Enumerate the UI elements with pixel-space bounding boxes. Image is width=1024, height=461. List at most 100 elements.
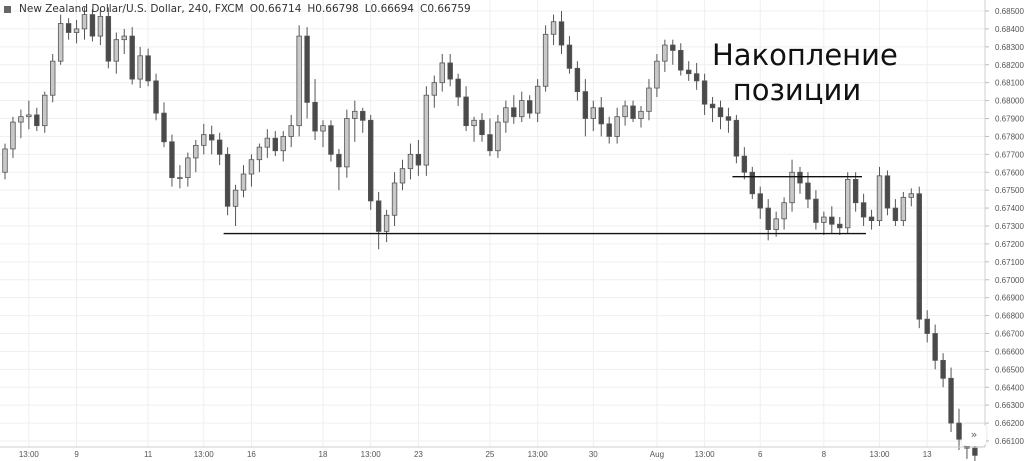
candle-body	[908, 193, 914, 198]
symbol-title[interactable]: New Zealand Dollar/U.S. Dollar, 240, FXC…	[19, 3, 244, 15]
candle-body	[137, 55, 143, 80]
candle-body	[65, 23, 72, 33]
candle-body	[224, 153, 231, 207]
candle-body	[153, 80, 159, 114]
candle-body	[81, 14, 88, 30]
candle-body	[264, 137, 271, 148]
candle-down	[725, 107, 732, 133]
candle-down	[924, 310, 930, 343]
candle-down	[224, 147, 231, 216]
candle-body	[725, 116, 732, 121]
candle-down	[852, 172, 859, 212]
candle-body	[367, 119, 374, 202]
candle-up	[264, 129, 271, 158]
candle-body	[383, 214, 390, 232]
candle-body	[479, 119, 485, 136]
candle-body	[256, 146, 263, 161]
candle-up	[344, 109, 350, 178]
candle-down	[956, 408, 962, 450]
candle-body	[185, 157, 191, 179]
candle-up	[845, 172, 851, 234]
y-tick-label: 0.66700	[995, 330, 1024, 339]
candle-body	[622, 105, 628, 118]
candle-up	[439, 54, 445, 92]
candle-up	[431, 75, 437, 108]
candle-body	[757, 193, 763, 209]
candle-body	[208, 134, 215, 141]
candle-body	[336, 153, 342, 168]
candle-body	[280, 136, 286, 152]
candle-up	[646, 79, 652, 121]
candle-body	[129, 35, 135, 80]
candle-body	[932, 333, 938, 361]
candle-up	[177, 165, 183, 189]
candle-up	[296, 25, 302, 137]
candle-up	[352, 100, 358, 142]
candle-down	[686, 61, 692, 81]
candle-body	[741, 155, 748, 173]
candle-down	[65, 18, 72, 40]
candle-down	[940, 353, 946, 388]
candle-down	[375, 191, 382, 250]
candle-body	[89, 14, 96, 37]
candle-down	[948, 367, 954, 433]
low-value: L0.66694	[364, 3, 414, 15]
candle-body	[375, 200, 382, 232]
candle-up	[622, 100, 628, 126]
candle-body	[924, 318, 930, 334]
x-tick-label: 18	[319, 450, 328, 459]
candle-body	[654, 60, 660, 89]
y-tick-label: 0.66500	[995, 365, 1024, 374]
candle-up	[781, 197, 787, 230]
candle-body	[829, 216, 835, 225]
candle-body	[876, 175, 883, 222]
candle-body	[678, 50, 684, 71]
candle-down	[479, 113, 485, 142]
candle-down	[367, 114, 374, 210]
candle-up	[57, 14, 64, 65]
candle-body	[57, 23, 64, 62]
high-value: H0.66798	[307, 3, 359, 15]
candle-body	[232, 189, 239, 207]
candle-body	[789, 171, 795, 204]
candle-up	[50, 54, 56, 103]
candle-up	[256, 143, 263, 173]
candle-body	[797, 171, 803, 184]
candle-body	[892, 207, 899, 222]
candle-down	[717, 100, 724, 130]
candle-down	[670, 39, 676, 65]
y-tick-label: 0.66200	[995, 419, 1024, 428]
candle-down	[161, 102, 167, 148]
candle-up	[185, 152, 191, 187]
candle-body	[471, 119, 477, 127]
candle-body	[447, 62, 453, 80]
candle-down	[169, 134, 175, 187]
grid-lines	[0, 0, 985, 447]
candle-up	[542, 25, 549, 92]
candle-up	[519, 91, 525, 123]
candle-body	[845, 179, 851, 229]
candle-body	[519, 100, 525, 118]
candle-up	[383, 209, 390, 243]
candle-body	[701, 80, 708, 105]
candle-body	[240, 173, 247, 191]
go-to-realtime-button[interactable]: »	[962, 424, 986, 446]
candle-body	[765, 207, 771, 230]
candle-body	[161, 112, 167, 143]
candle-down	[916, 186, 922, 329]
candle-down	[892, 199, 899, 226]
candle-body	[550, 21, 557, 35]
y-tick-label: 0.66900	[995, 294, 1024, 303]
candle-down	[455, 73, 461, 106]
y-tick-label: 0.67000	[995, 276, 1024, 285]
y-tick-label: 0.67700	[995, 150, 1024, 159]
y-tick-label: 0.67900	[995, 115, 1024, 124]
candle-up	[193, 140, 199, 173]
candle-up	[662, 39, 668, 72]
candle-body	[296, 35, 302, 127]
candle-down	[630, 100, 636, 123]
candle-body	[42, 94, 48, 127]
candle-down	[868, 209, 875, 230]
